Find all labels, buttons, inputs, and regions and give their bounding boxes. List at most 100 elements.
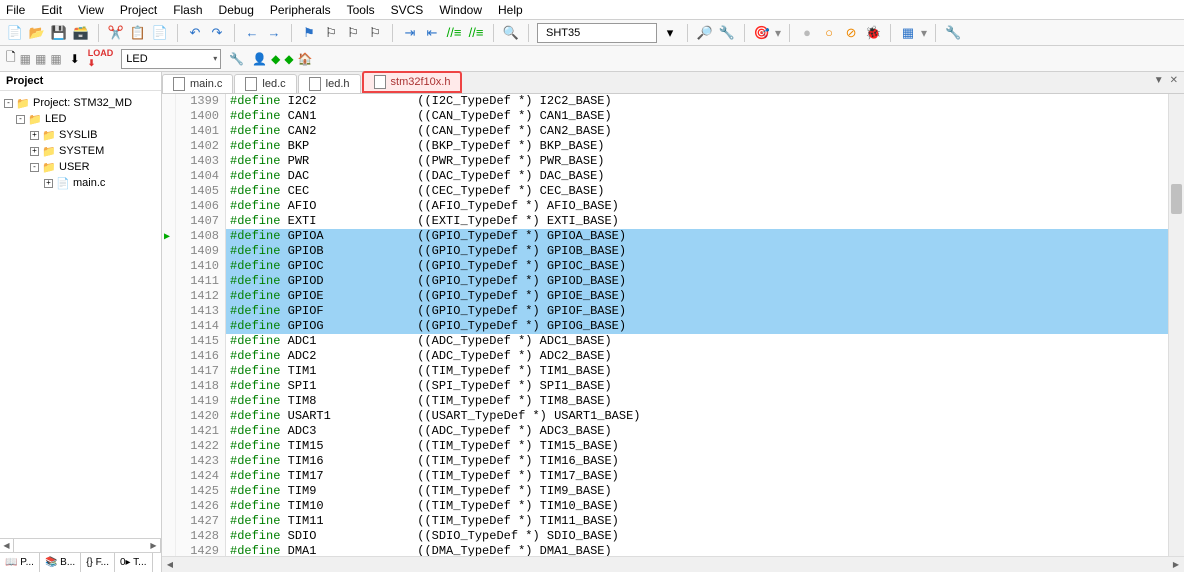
code-line[interactable]: #define GPIOF ((GPIO_TypeDef *) GPIOF_BA… [226, 304, 1168, 319]
code-line[interactable]: #define GPIOE ((GPIO_TypeDef *) GPIOE_BA… [226, 289, 1168, 304]
code-line[interactable]: #define ADC1 ((ADC_TypeDef *) ADC1_BASE) [226, 334, 1168, 349]
expand-icon[interactable]: + [44, 179, 53, 188]
code-line[interactable]: #define GPIOB ((GPIO_TypeDef *) GPIOB_BA… [226, 244, 1168, 259]
tab-dropdown-icon[interactable]: ▼ [1154, 75, 1164, 86]
sidebar-tab[interactable]: 📚 B... [40, 553, 81, 572]
bookmark-clear-icon[interactable]: ⚐ [366, 24, 384, 42]
hscroll-right-icon[interactable]: ▶ [1168, 557, 1184, 572]
tree-item[interactable]: +📄main.c [0, 175, 161, 191]
save-all-icon[interactable]: 🗃️ [72, 24, 90, 42]
find-icon[interactable]: 🔎 [696, 24, 714, 42]
cut-icon[interactable]: ✂️ [107, 24, 125, 42]
translate-icon[interactable]: 🗋 [6, 48, 16, 69]
code-line[interactable]: #define GPIOD ((GPIO_TypeDef *) GPIOD_BA… [226, 274, 1168, 289]
options-icon[interactable]: 🔧 [229, 52, 244, 66]
code-line[interactable]: #define GPIOC ((GPIO_TypeDef *) GPIOC_BA… [226, 259, 1168, 274]
menu-debug[interactable]: Debug [219, 3, 254, 17]
menu-project[interactable]: Project [120, 3, 157, 17]
redo-icon[interactable]: ↷ [208, 24, 226, 42]
code-line[interactable]: #define TIM15 ((TIM_TypeDef *) TIM15_BAS… [226, 439, 1168, 454]
rte-icon[interactable]: ◆ [284, 52, 293, 66]
code-line[interactable]: #define USART1 ((USART_TypeDef *) USART1… [226, 409, 1168, 424]
code-line[interactable]: #define GPIOA ((GPIO_TypeDef *) GPIOA_BA… [226, 229, 1168, 244]
bp-wnd-icon[interactable]: 🐞 [864, 24, 882, 42]
editor-tab[interactable]: led.h [298, 74, 361, 93]
menu-peripherals[interactable]: Peripherals [270, 3, 331, 17]
horizontal-scrollbar[interactable]: ◀ ▶ [162, 556, 1184, 572]
code-line[interactable]: #define ADC2 ((ADC_TypeDef *) ADC2_BASE) [226, 349, 1168, 364]
stop-build-icon[interactable]: ⬇ [70, 52, 80, 66]
code-line[interactable]: #define DMA1 ((DMA_TypeDef *) DMA1_BASE) [226, 544, 1168, 556]
target-combo[interactable]: SHT35 [537, 23, 657, 43]
bookmark-prev-icon[interactable]: ⚐ [322, 24, 340, 42]
bookmark-icon[interactable]: ⚑ [300, 24, 318, 42]
menu-file[interactable]: File [6, 3, 25, 17]
project-tree[interactable]: -📁Project: STM32_MD-📁LED+📁SYSLIB+📁SYSTEM… [0, 91, 161, 538]
tab-close-icon[interactable]: ✕ [1170, 75, 1178, 86]
code-line[interactable]: #define TIM11 ((TIM_TypeDef *) TIM11_BAS… [226, 514, 1168, 529]
debug-icon[interactable]: 🎯 [753, 24, 771, 42]
sidebar-tab[interactable]: {} F... [81, 553, 115, 572]
editor-tab[interactable]: led.c [234, 74, 296, 93]
find-files-icon[interactable]: 🔍 [502, 24, 520, 42]
code-line[interactable]: #define ADC3 ((ADC_TypeDef *) ADC3_BASE) [226, 424, 1168, 439]
batch-icon[interactable]: ▦ [50, 52, 61, 66]
expand-icon[interactable]: - [30, 163, 39, 172]
code-line[interactable]: #define AFIO ((AFIO_TypeDef *) AFIO_BASE… [226, 199, 1168, 214]
sidebar-tabs[interactable]: 📖 P...📚 B...{} F...0▸ T... [0, 552, 161, 572]
expand-icon[interactable]: - [16, 115, 25, 124]
code-line[interactable]: #define BKP ((BKP_TypeDef *) BKP_BASE) [226, 139, 1168, 154]
code-line[interactable]: #define SPI1 ((SPI_TypeDef *) SPI1_BASE) [226, 379, 1168, 394]
bookmark-next-icon[interactable]: ⚐ [344, 24, 362, 42]
new-icon[interactable]: 📄 [6, 24, 24, 42]
code-line[interactable]: #define DAC ((DAC_TypeDef *) DAC_BASE) [226, 169, 1168, 184]
menu-edit[interactable]: Edit [41, 3, 62, 17]
comment-icon[interactable]: //≡ [445, 24, 463, 42]
code-line[interactable]: #define GPIOG ((GPIO_TypeDef *) GPIOG_BA… [226, 319, 1168, 334]
bp-kill-icon[interactable]: ⊘ [842, 24, 860, 42]
code-line[interactable]: #define TIM8 ((TIM_TypeDef *) TIM8_BASE) [226, 394, 1168, 409]
copy-icon[interactable]: 📋 [129, 24, 147, 42]
paste-icon[interactable]: 📄 [151, 24, 169, 42]
open-icon[interactable]: 📂 [28, 24, 46, 42]
hscroll-left-icon[interactable]: ◀ [162, 557, 178, 572]
undo-icon[interactable]: ↶ [186, 24, 204, 42]
editor-tab[interactable]: main.c [162, 74, 233, 93]
sidebar-tab[interactable]: 📖 P... [0, 553, 40, 572]
code-line[interactable]: #define CAN1 ((CAN_TypeDef *) CAN1_BASE) [226, 109, 1168, 124]
code-line[interactable]: #define TIM1 ((TIM_TypeDef *) TIM1_BASE) [226, 364, 1168, 379]
menu-window[interactable]: Window [439, 3, 482, 17]
tree-item[interactable]: -📁USER [0, 159, 161, 175]
nav-back-icon[interactable]: ← [243, 24, 261, 42]
code-line[interactable]: #define CEC ((CEC_TypeDef *) CEC_BASE) [226, 184, 1168, 199]
menu-svcs[interactable]: SVCS [391, 3, 424, 17]
tree-item[interactable]: -📁LED [0, 111, 161, 127]
sidebar-tab[interactable]: 0▸ T... [115, 553, 153, 572]
expand-icon[interactable]: + [30, 147, 39, 156]
uncomment-icon[interactable]: //≡ [467, 24, 485, 42]
menu-flash[interactable]: Flash [173, 3, 202, 17]
target-dd-icon[interactable]: ▾ [661, 24, 679, 42]
editor-tab[interactable]: stm32f10x.h [362, 71, 463, 93]
vertical-scrollbar[interactable] [1168, 94, 1184, 556]
code-line[interactable]: #define I2C2 ((I2C_TypeDef *) I2C2_BASE) [226, 94, 1168, 109]
manage2-icon[interactable]: 🏠 [298, 52, 313, 66]
code-line[interactable]: #define SDIO ((SDIO_TypeDef *) SDIO_BASE… [226, 529, 1168, 544]
code-line[interactable]: #define EXTI ((EXTI_TypeDef *) EXTI_BASE… [226, 214, 1168, 229]
indent-icon[interactable]: ⇥ [401, 24, 419, 42]
rebuild-icon[interactable]: ▦ [35, 52, 46, 66]
target-select[interactable]: LED [121, 49, 221, 69]
code-line[interactable]: #define PWR ((PWR_TypeDef *) PWR_BASE) [226, 154, 1168, 169]
manage-icon[interactable]: 👤 [252, 52, 267, 66]
menu-tools[interactable]: Tools [347, 3, 375, 17]
build-icon[interactable]: ▦ [20, 52, 31, 66]
tools-icon[interactable]: 🔧 [944, 24, 962, 42]
code-line[interactable]: #define TIM9 ((TIM_TypeDef *) TIM9_BASE) [226, 484, 1168, 499]
code-editor[interactable]: ▶ 13991400140114021403140414051406140714… [162, 94, 1184, 556]
code-body[interactable]: #define I2C2 ((I2C_TypeDef *) I2C2_BASE)… [226, 94, 1168, 556]
scroll-right-icon[interactable]: ▶ [147, 539, 161, 552]
tree-item[interactable]: +📁SYSLIB [0, 127, 161, 143]
menu-help[interactable]: Help [498, 3, 523, 17]
menu-view[interactable]: View [78, 3, 104, 17]
nav-fwd-icon[interactable]: → [265, 24, 283, 42]
